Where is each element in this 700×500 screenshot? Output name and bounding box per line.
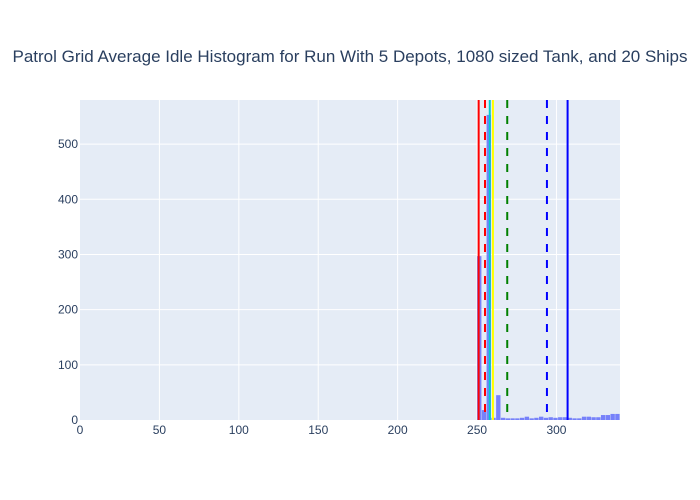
histogram-bar (596, 417, 601, 420)
histogram-bar (515, 418, 520, 420)
histogram-bar (591, 417, 596, 420)
x-axis-ticks: 0 50 100 150 200 250 300 (77, 423, 567, 437)
histogram-bar (562, 417, 568, 420)
histogram-bar (534, 417, 539, 420)
histogram-bar (558, 417, 563, 420)
histogram-bar (586, 416, 592, 420)
y-tick-label: 400 (58, 192, 78, 206)
histogram-bar (577, 418, 582, 420)
histogram-bar (543, 417, 549, 420)
x-tick-label: 150 (308, 423, 328, 437)
x-tick-label: 100 (229, 423, 249, 437)
histogram-bar (615, 413, 620, 420)
histogram-bar (548, 417, 553, 420)
histogram-bar (567, 417, 572, 420)
histogram-bar (581, 416, 587, 420)
x-tick-label: 50 (153, 423, 167, 437)
histogram-bar (524, 416, 530, 420)
histogram-bar (500, 417, 506, 420)
x-tick-label: 0 (77, 423, 84, 437)
x-tick-label: 250 (467, 423, 487, 437)
histogram-bar (505, 418, 511, 420)
histogram-bar (529, 418, 534, 420)
histogram-bar (605, 415, 611, 420)
histogram-bar (610, 413, 615, 420)
x-tick-label: 300 (546, 423, 566, 437)
histogram-bar (553, 417, 558, 420)
histogram-bar (539, 416, 544, 420)
y-tick-label: 200 (58, 303, 78, 317)
chart-title: Patrol Grid Average Idle Histogram for R… (12, 47, 687, 66)
y-tick-label: 300 (58, 247, 78, 261)
histogram-bar (510, 418, 515, 420)
histogram-bar (519, 417, 525, 420)
reference-lines (477, 100, 569, 420)
histogram-bar (600, 415, 606, 420)
y-tick-label: 0 (71, 413, 78, 427)
histogram-bar (572, 418, 577, 420)
y-tick-label: 500 (58, 137, 78, 151)
x-tick-label: 200 (388, 423, 408, 437)
plot-area (80, 100, 620, 420)
histogram-bar (481, 410, 487, 420)
y-tick-label: 100 (58, 358, 78, 372)
y-axis-ticks: 0 100 200 300 400 500 (58, 137, 78, 427)
histogram-bar (496, 395, 501, 420)
